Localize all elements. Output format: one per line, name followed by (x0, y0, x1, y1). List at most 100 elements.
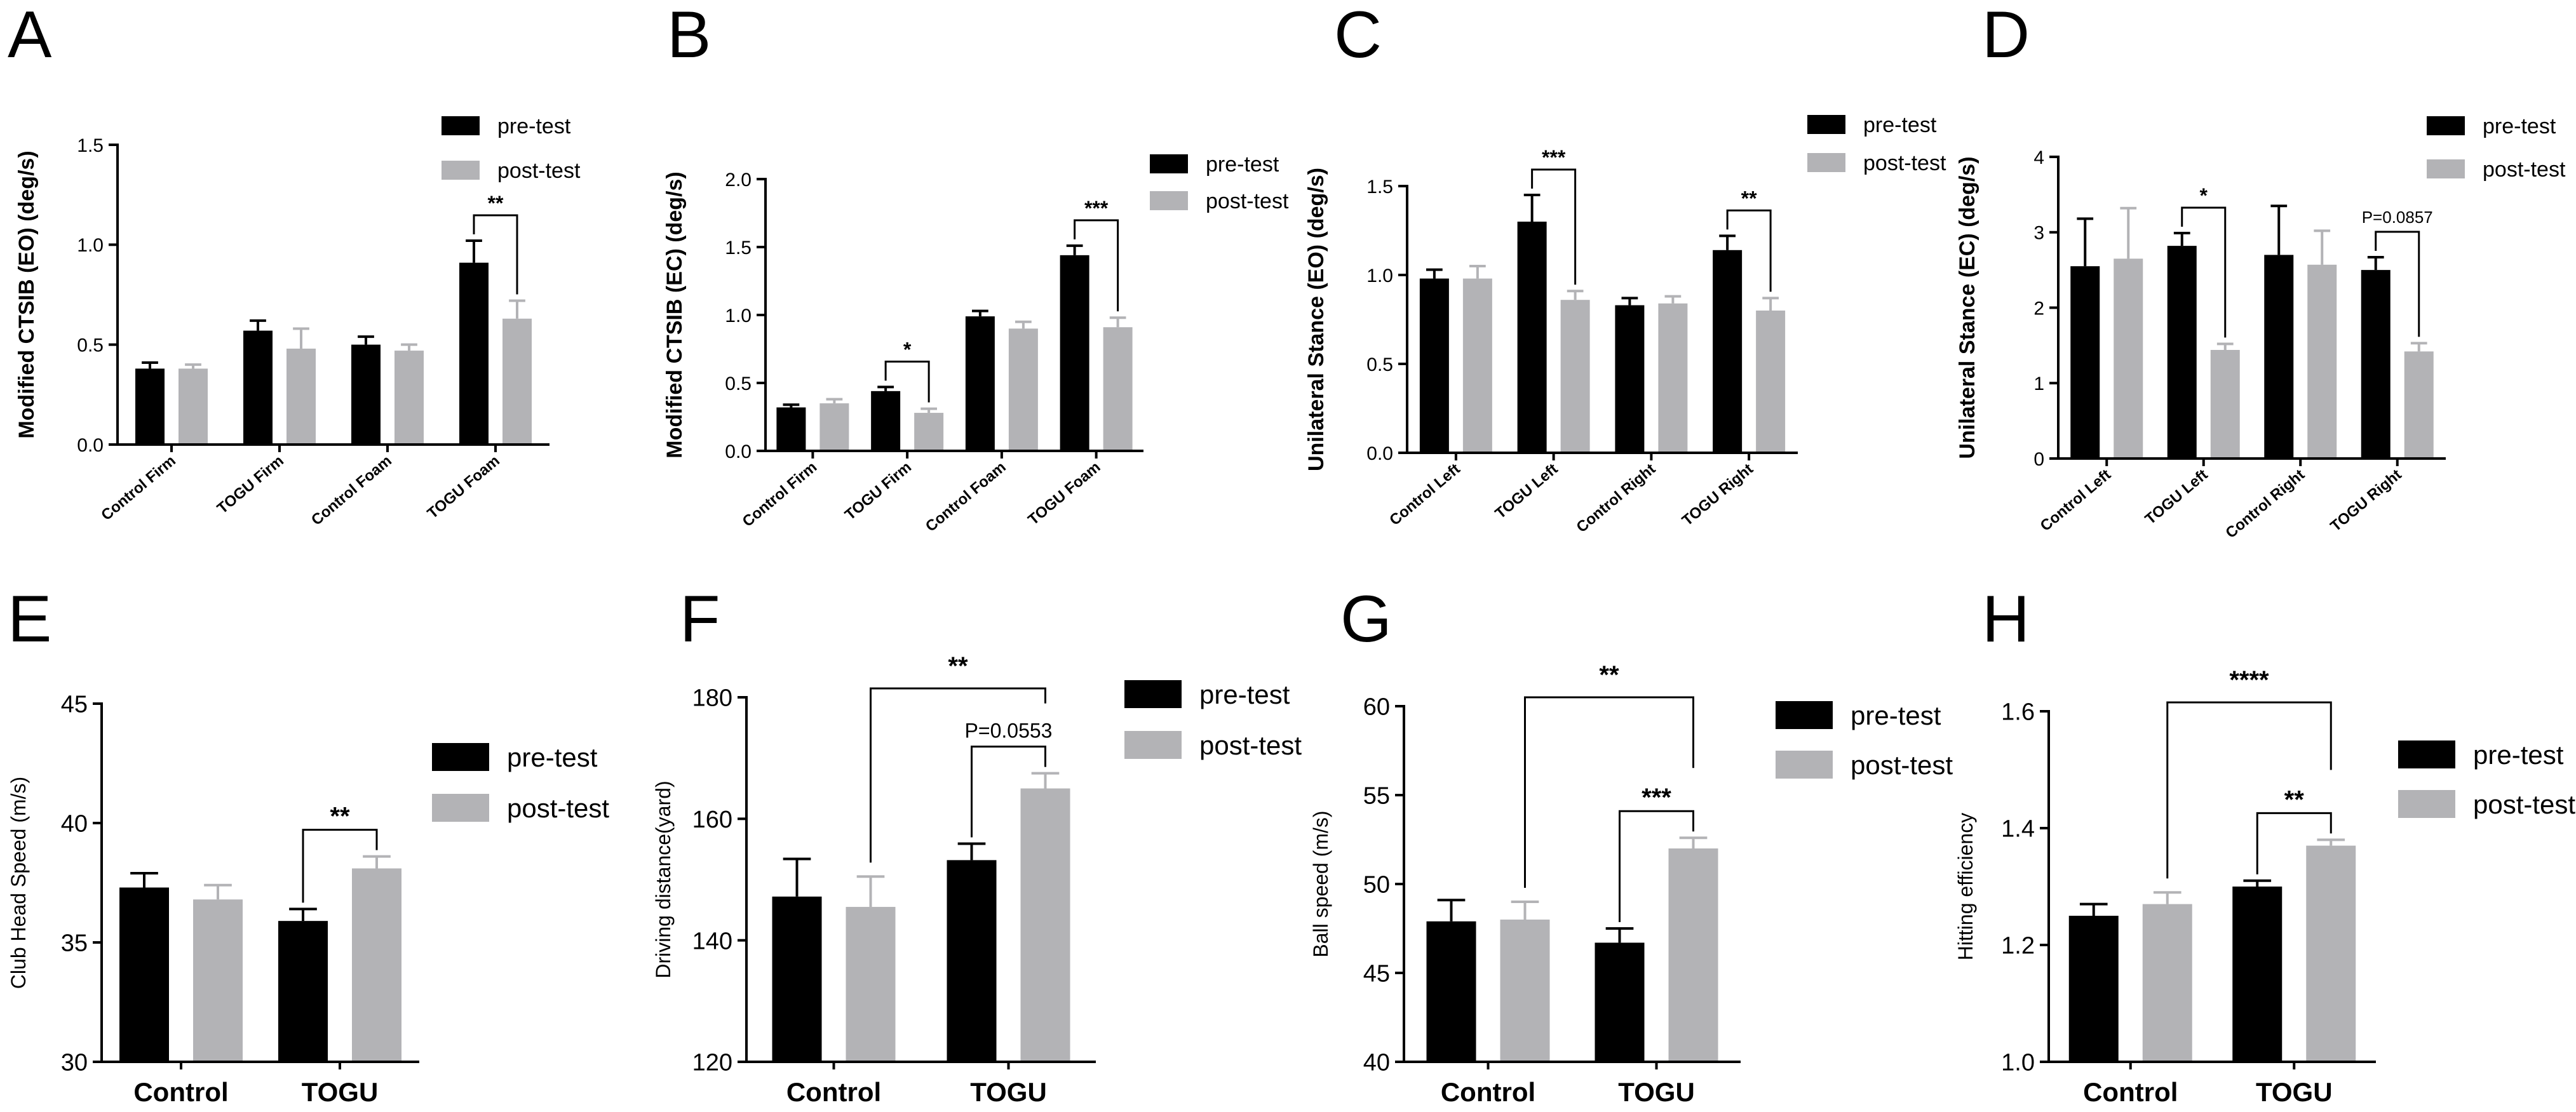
bar-post-4 (1756, 311, 1786, 453)
legend-label-pre: pre-test (2483, 114, 2556, 138)
y-tick-label: 1.2 (2001, 933, 2035, 960)
bar-post-2 (2210, 350, 2240, 459)
bar-post-1 (1462, 278, 1492, 453)
significance-label-across: **** (2229, 666, 2269, 694)
x-category-label: TOGU Foam (424, 452, 503, 522)
panel-h: H 1.0 1.2 1.4 1.6 Control TOGU Hitting efficien… (1954, 582, 2575, 1107)
y-tick-label: 0.5 (725, 373, 752, 394)
panel-letter-f: F (680, 582, 720, 656)
panel-letter-d: D (1982, 0, 2030, 72)
y-axis-label: Unilateral Stance (EO) (deg/s) (1304, 168, 1328, 471)
significance-label: P=0.0553 (965, 720, 1053, 742)
bar-post-1 (2142, 904, 2192, 1062)
bar-pre-3 (965, 316, 995, 451)
y-axis-label: Club Head Speed (m/s) (7, 777, 30, 989)
y-tick-label: 1.6 (2001, 699, 2035, 726)
legend-label-pre: pre-test (1206, 152, 1279, 177)
bar-post-1 (1500, 920, 1550, 1062)
bar-pre-3 (351, 344, 381, 445)
x-category-label: TOGU Right (1679, 460, 1757, 530)
bar-post-2 (352, 868, 401, 1062)
x-category-label: Control Firm (98, 452, 179, 524)
y-tick-label: 0.0 (725, 441, 752, 462)
y-tick-label: 0.5 (1366, 354, 1393, 375)
significance-label: * (2200, 184, 2208, 207)
y-tick-label: 140 (692, 928, 732, 955)
bar-post-2 (1560, 300, 1590, 453)
legend-swatch-pre (432, 743, 489, 771)
bar-pre-2 (278, 921, 328, 1062)
y-tick-label: 1.0 (1366, 265, 1393, 286)
significance-bracket (473, 214, 518, 295)
x-category-label: TOGU Firm (214, 452, 287, 518)
x-category-label: Control Firm (739, 459, 821, 530)
bar-post-2 (914, 413, 944, 451)
y-axis-label: Unilateral Stance (EC) (deg/s) (1955, 156, 1979, 459)
x-category-label: Control (786, 1077, 881, 1107)
x-category-label: Control (2083, 1077, 2178, 1107)
y-tick-label: 120 (692, 1050, 732, 1076)
y-tick-label: 0 (2033, 449, 2044, 470)
bar-pre-4 (1713, 250, 1743, 453)
panel-c: C 0.0 0.5 1.0 1.5 Control Left TOGU Left Contro… (1304, 0, 1946, 536)
panel-a: A 0.0 0.5 1.0 1.5 Control Firm TOGU Firm Contro… (8, 0, 581, 529)
significance-bracket (1531, 168, 1577, 285)
y-tick-label: 60 (1363, 694, 1390, 721)
bar-pre-1 (2068, 916, 2119, 1062)
legend-label-pre: pre-test (2473, 740, 2564, 770)
significance-bracket (2181, 206, 2227, 338)
bar-pre-4 (1060, 255, 1089, 451)
y-tick-label: 40 (1363, 1050, 1390, 1076)
bar-post-4 (502, 318, 532, 445)
legend-swatch-post (442, 161, 480, 180)
legend-label-post: post-test (1851, 750, 1953, 780)
y-tick-label: 1.5 (1366, 177, 1393, 198)
bar-pre-2 (243, 330, 273, 445)
y-tick-label: 1.5 (725, 238, 752, 258)
legend-swatch-pre (1150, 154, 1188, 173)
y-tick-label: 45 (61, 692, 88, 718)
legend-swatch-post (432, 794, 489, 822)
bar-post-4 (1103, 327, 1133, 451)
x-category-label: TOGU Left (1492, 460, 1561, 523)
x-category-label: TOGU Firm (842, 459, 915, 524)
legend-label-pre: pre-test (497, 114, 571, 138)
x-category-label: TOGU (1618, 1077, 1695, 1107)
x-category-label: TOGU Foam (1025, 459, 1103, 528)
legend-label-post: post-test (2473, 789, 2575, 819)
panel-d: D 0 1 2 3 4 Control Left TOGU Left Control Right… (1955, 0, 2566, 542)
panel-letter-g: G (1340, 582, 1392, 656)
bar-post-1 (846, 907, 896, 1062)
y-tick-label: 45 (1363, 961, 1390, 988)
bar-pre-1 (776, 407, 806, 451)
significance-bracket (2375, 231, 2420, 337)
bar-post-4 (2404, 351, 2434, 459)
y-tick-label: 160 (692, 807, 732, 833)
bar-post-2 (287, 348, 316, 445)
y-axis-label: Hitting efficiency (1954, 813, 1977, 960)
legend-swatch-post (2427, 159, 2465, 178)
y-tick-label: 4 (2033, 147, 2044, 168)
x-category-label: Control (133, 1077, 228, 1107)
bar-post-1 (2114, 258, 2143, 459)
significance-label: ** (330, 803, 350, 831)
x-category-label: TOGU (302, 1077, 379, 1107)
legend-swatch-post (2398, 790, 2455, 818)
bar-post-1 (179, 368, 208, 445)
legend-swatch-post (1124, 731, 1182, 759)
significance-bracket (971, 746, 1046, 838)
significance-label: * (903, 338, 912, 361)
x-category-label: TOGU Left (2142, 466, 2211, 528)
panel-e: E 30 35 40 45 Control TOGU Club Head Speed (m/s… (7, 582, 609, 1107)
legend-swatch-post (1807, 153, 1845, 172)
significance-label: *** (1542, 146, 1566, 169)
bar-pre-1 (2070, 266, 2100, 459)
significance-label: ** (488, 192, 504, 215)
bar-pre-2 (871, 391, 901, 451)
y-axis-label: Modified CTSIB (EO) (deg/s) (15, 151, 39, 438)
bar-post-3 (1658, 303, 1688, 453)
bar-post-3 (394, 351, 424, 445)
x-category-label: Control Foam (922, 459, 1009, 535)
legend-label-post: post-test (497, 159, 581, 183)
legend-label-post: post-test (1206, 189, 1289, 213)
